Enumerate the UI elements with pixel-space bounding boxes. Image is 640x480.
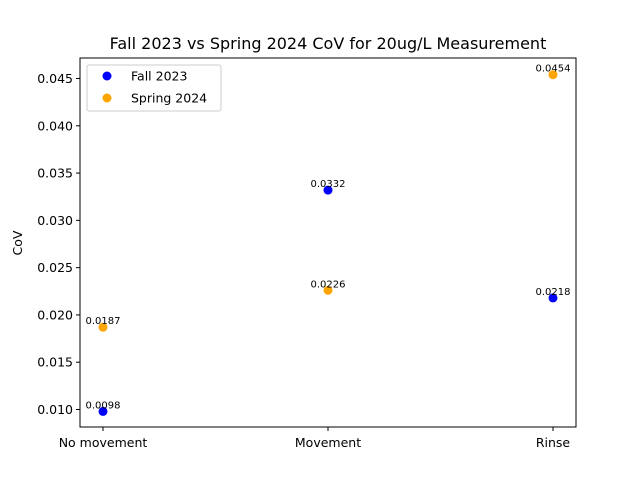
legend-marker: [102, 71, 112, 81]
y-tick-label: 0.045: [37, 71, 73, 86]
legend-marker: [102, 93, 112, 103]
y-tick-label: 0.040: [37, 118, 73, 133]
data-point: [548, 70, 558, 80]
legend-label: Fall 2023: [131, 69, 187, 84]
y-tick-label: 0.020: [37, 307, 73, 322]
data-label: 0.0187: [86, 316, 121, 327]
chart-title: Fall 2023 vs Spring 2024 CoV for 20ug/L …: [110, 34, 547, 53]
y-tick-label: 0.030: [37, 213, 73, 228]
x-tick-label: Rinse: [536, 435, 571, 450]
data-point: [323, 185, 333, 195]
y-axis-label: CoV: [10, 230, 25, 255]
legend: Fall 2023 Spring 2024: [86, 64, 222, 112]
legend-frame: [86, 64, 222, 112]
data-point: [98, 322, 108, 332]
data-label: 0.0098: [86, 400, 121, 411]
data-label: 0.0332: [311, 179, 346, 190]
x-tick-label: No movement: [59, 435, 148, 450]
data-point: [323, 285, 333, 295]
plot-area-frame: [79, 57, 577, 428]
y-tick-label: 0.025: [37, 260, 73, 275]
marks-layer: 0.0098 0.0332 0.0218 0.0187 0.0226 0.0454: [86, 64, 571, 416]
x-tick-label: Movement: [295, 435, 361, 450]
data-label: 0.0454: [536, 64, 571, 75]
x-axis: No movement Movement Rinse: [59, 427, 571, 450]
data-point: [548, 293, 558, 303]
data-label: 0.0218: [536, 287, 571, 298]
legend-label: Spring 2024: [131, 91, 207, 106]
data-label: 0.0226: [311, 279, 346, 290]
y-tick-label: 0.015: [37, 355, 73, 370]
data-point: [98, 406, 108, 416]
y-axis: 0.010 0.015 0.020 0.025 0.030 0.035 0.040 0.045: [37, 71, 80, 417]
y-tick-label: 0.010: [37, 402, 73, 417]
y-tick-label: 0.035: [37, 166, 73, 181]
